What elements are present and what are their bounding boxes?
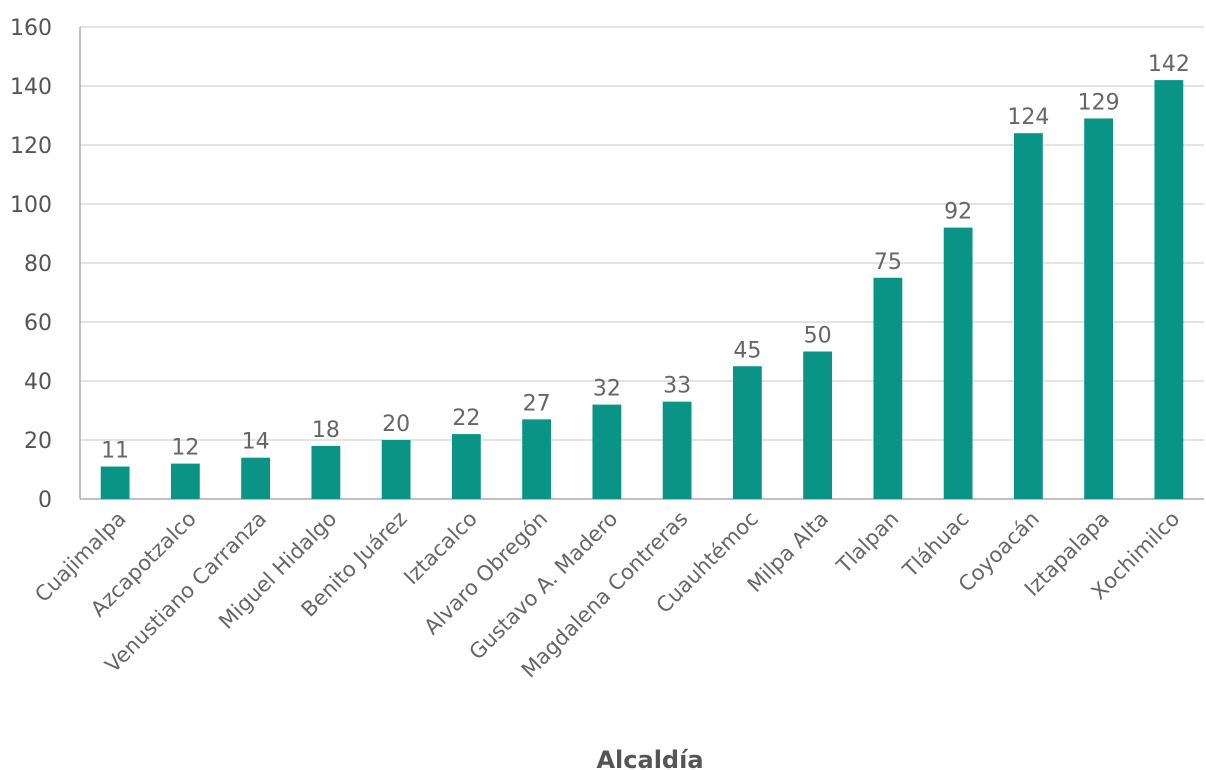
bar [451, 434, 481, 499]
bar [803, 351, 833, 499]
gridlines [79, 26, 1204, 500]
data-label: 129 [1078, 90, 1120, 115]
x-axis-title: Alcaldía [596, 746, 703, 770]
bar [241, 457, 271, 499]
data-label: 142 [1148, 52, 1190, 77]
x-tick-label: Miguel Hidalgo [214, 507, 341, 634]
bar [311, 445, 341, 499]
bar [662, 401, 692, 499]
bar [1154, 80, 1184, 499]
data-label: 75 [874, 250, 902, 275]
y-tick-label: 20 [24, 429, 52, 454]
bar [732, 366, 762, 499]
data-label: 14 [242, 430, 270, 455]
data-label: 32 [593, 377, 621, 402]
y-tick-label: 60 [24, 311, 52, 336]
data-label: 33 [663, 374, 691, 399]
data-label: 20 [382, 412, 410, 437]
y-tick-label: 40 [24, 370, 52, 395]
bars [100, 80, 1184, 499]
data-label: 22 [452, 406, 480, 431]
bar [170, 463, 200, 499]
y-axis-ticks: 0 20 40 60 80 100 120 140 160 [10, 16, 52, 513]
data-label: 27 [523, 391, 551, 416]
bar [592, 404, 622, 499]
data-labels: 11 12 14 18 20 22 27 32 33 45 50 75 92 124 129 142 [101, 52, 1190, 463]
data-label: 124 [1007, 105, 1049, 130]
bar [381, 440, 411, 499]
data-label: 45 [733, 338, 761, 363]
data-label: 92 [944, 200, 972, 225]
y-tick-label: 140 [10, 75, 52, 100]
y-tick-label: 120 [10, 134, 52, 159]
bar [522, 419, 552, 499]
bar [100, 466, 130, 499]
bar [943, 227, 973, 499]
bar [873, 277, 903, 499]
data-label: 18 [312, 418, 340, 443]
y-tick-label: 100 [10, 193, 52, 218]
data-label: 11 [101, 439, 129, 464]
bar [1084, 118, 1114, 499]
data-label: 12 [171, 436, 199, 461]
x-tick-label: Tlalpan [831, 507, 903, 579]
y-tick-label: 80 [24, 252, 52, 277]
data-label: 50 [804, 324, 832, 349]
bar [1013, 133, 1043, 499]
x-tick-label: Alvaro Obregón [419, 507, 552, 640]
y-tick-label: 160 [10, 16, 52, 41]
y-tick-label: 0 [38, 488, 52, 513]
